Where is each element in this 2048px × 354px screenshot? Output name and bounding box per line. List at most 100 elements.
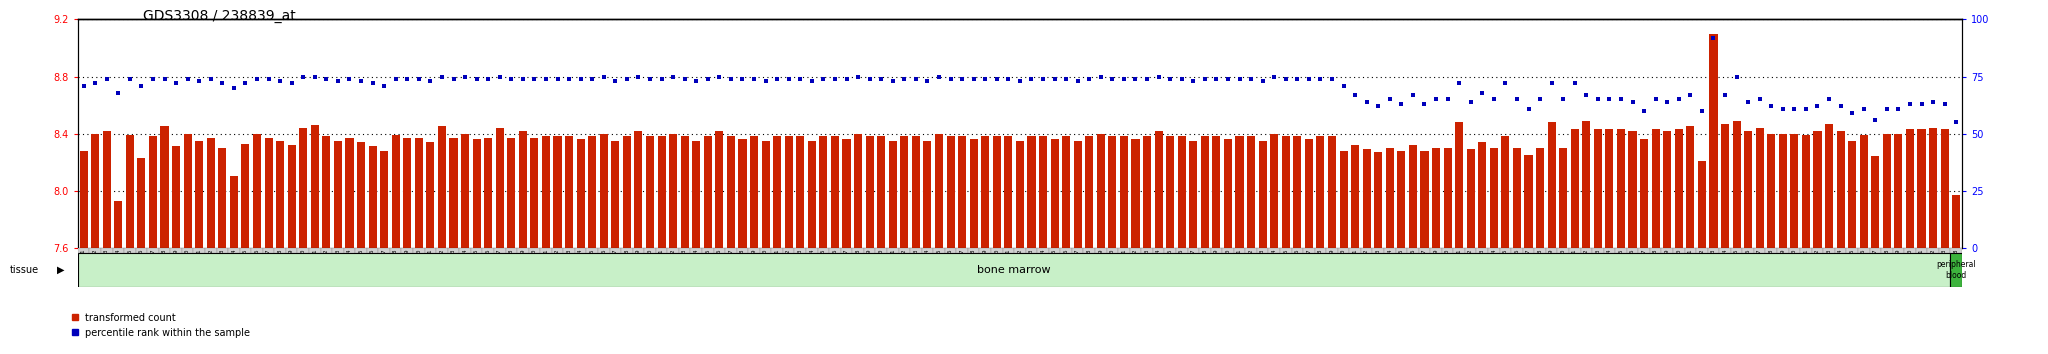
Point [240, 76, 272, 82]
Bar [877, 137, 885, 248]
Point [299, 74, 332, 79]
Bar [160, 126, 168, 248]
Bar [494, 248, 506, 253]
Text: GSM311837: GSM311837 [961, 248, 965, 280]
Text: GSM311905: GSM311905 [1735, 248, 1739, 280]
Bar [389, 248, 401, 253]
Bar [1559, 148, 1567, 248]
Bar [1847, 248, 1858, 253]
Bar [102, 131, 111, 248]
Point [1223, 76, 1255, 82]
Bar [401, 248, 414, 253]
Point [1663, 97, 1696, 102]
Point [1073, 76, 1106, 82]
Point [182, 78, 215, 84]
Bar [297, 248, 309, 253]
Point [1778, 106, 1810, 112]
Point [147, 76, 180, 82]
Text: GSM311917: GSM311917 [1872, 248, 1878, 280]
Point [807, 76, 840, 82]
Bar [1245, 248, 1257, 253]
Point [1720, 74, 1753, 79]
Point [633, 76, 666, 82]
Point [309, 76, 342, 82]
Text: GSM311770: GSM311770 [184, 248, 190, 280]
Text: GSM311826: GSM311826 [831, 248, 838, 280]
Text: GSM311891: GSM311891 [1573, 248, 1577, 280]
Text: GSM311903: GSM311903 [1710, 248, 1716, 280]
Point [274, 81, 307, 86]
Bar [621, 248, 633, 253]
Text: GSM311854: GSM311854 [1157, 248, 1161, 280]
Bar [782, 248, 795, 253]
Text: GSM311851: GSM311851 [1122, 248, 1126, 280]
Point [379, 76, 412, 82]
Point [1743, 97, 1776, 102]
Text: GSM311796: GSM311796 [485, 248, 492, 280]
Point [334, 76, 367, 82]
Bar [90, 248, 100, 253]
Bar [506, 248, 516, 253]
Bar [1952, 195, 1960, 248]
Point [391, 76, 424, 82]
Bar [842, 139, 850, 248]
Point [1108, 76, 1141, 82]
Text: GSM311913: GSM311913 [1827, 248, 1831, 280]
Text: GSM311823: GSM311823 [799, 248, 803, 280]
Bar [1651, 129, 1659, 248]
Bar [1872, 156, 1880, 248]
Text: GSM311853: GSM311853 [1145, 248, 1149, 280]
Bar [1661, 248, 1673, 253]
Bar [1479, 142, 1487, 248]
Bar [1915, 248, 1927, 253]
Bar [1524, 248, 1534, 253]
Bar [354, 248, 367, 253]
Text: GSM311815: GSM311815 [705, 248, 711, 280]
Bar [1628, 131, 1636, 248]
Text: GSM311877: GSM311877 [1421, 248, 1427, 280]
Bar [889, 141, 897, 248]
Point [1061, 78, 1094, 84]
Bar [633, 248, 645, 253]
Bar [1651, 248, 1661, 253]
Point [195, 76, 227, 82]
Bar [1456, 122, 1462, 248]
Bar [381, 151, 389, 248]
Text: GSM311872: GSM311872 [1364, 248, 1370, 280]
Point [1384, 101, 1417, 107]
Text: GSM311923: GSM311923 [1942, 248, 1948, 280]
Bar [1477, 248, 1489, 253]
Text: GSM311922: GSM311922 [1931, 248, 1935, 280]
Text: GSM311805: GSM311805 [590, 248, 594, 280]
Point [1350, 99, 1382, 104]
Text: GSM311867: GSM311867 [1307, 248, 1311, 280]
Bar [543, 137, 551, 248]
Bar [1282, 137, 1290, 248]
Point [1698, 35, 1731, 41]
Text: GSM311852: GSM311852 [1133, 248, 1139, 280]
Text: GSM311918: GSM311918 [1884, 248, 1890, 280]
Bar [1036, 248, 1049, 253]
Bar [1014, 248, 1026, 253]
Text: GSM311780: GSM311780 [301, 248, 305, 280]
Text: GSM311868: GSM311868 [1319, 248, 1323, 280]
Bar [981, 137, 989, 248]
Text: GSM311790: GSM311790 [416, 248, 422, 280]
Text: GSM311915: GSM311915 [1849, 248, 1855, 280]
Point [1894, 101, 1927, 107]
Bar [874, 248, 887, 253]
Point [737, 76, 770, 82]
Bar [1165, 137, 1174, 248]
Bar [242, 144, 250, 248]
Point [1860, 117, 1892, 123]
Text: GSM311810: GSM311810 [647, 248, 653, 280]
Point [1178, 78, 1210, 84]
Text: GSM311785: GSM311785 [358, 248, 365, 280]
Bar [459, 248, 471, 253]
Bar [1292, 248, 1303, 253]
Bar [137, 158, 145, 248]
Text: GSM311890: GSM311890 [1561, 248, 1565, 280]
Bar [1061, 248, 1071, 253]
Bar [1049, 248, 1061, 253]
Bar [737, 248, 748, 253]
